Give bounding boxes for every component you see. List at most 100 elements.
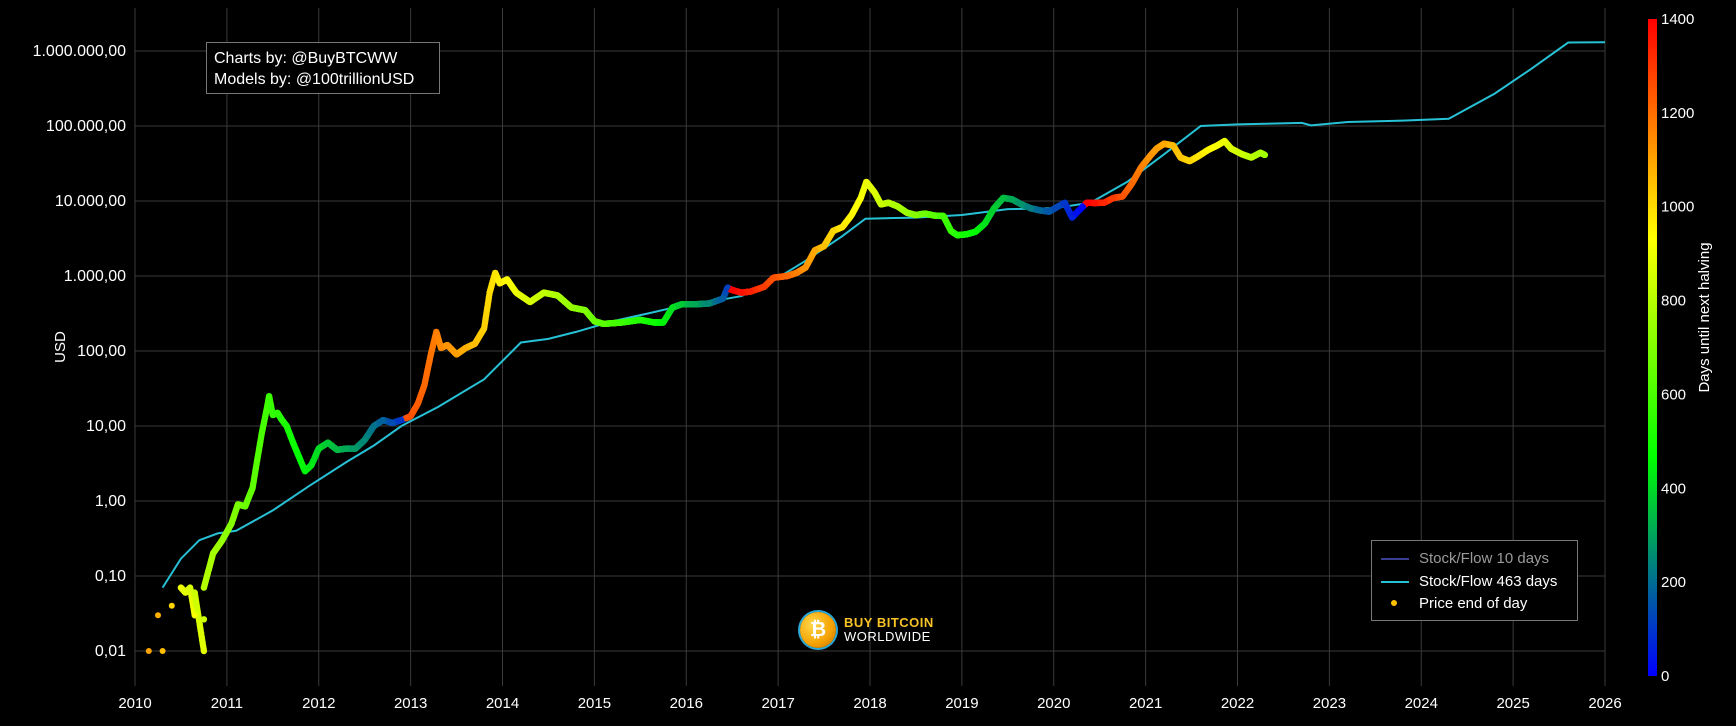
price-point	[343, 445, 350, 452]
legend-item-sf10[interactable]: Stock/Flow 10 days	[1379, 548, 1549, 568]
legend-item-sf463[interactable]: Stock/Flow 463 days	[1379, 571, 1557, 591]
price-point	[295, 452, 302, 459]
price-point	[504, 276, 511, 283]
price-point	[591, 318, 598, 325]
price-point	[1027, 205, 1034, 212]
price-point	[315, 445, 322, 452]
price-point	[380, 417, 387, 424]
price-point	[1000, 194, 1007, 201]
price-point	[1073, 209, 1080, 216]
x-tick-label: 2020	[1037, 695, 1070, 712]
price-point	[191, 612, 198, 619]
price-point	[940, 213, 947, 219]
colorbar-tick-label: 600	[1661, 386, 1686, 403]
price-point	[1128, 180, 1135, 187]
price-point	[182, 589, 189, 596]
price-point	[821, 243, 828, 250]
axis-layer: 2010 2011 2012 2013 2014 2015 2016 2017 2018 2019…	[33, 43, 1622, 712]
x-tick-label: 2013	[394, 695, 427, 712]
x-tick-label: 2014	[486, 695, 519, 712]
price-point	[200, 648, 207, 654]
price-point	[471, 340, 478, 347]
price-point	[421, 382, 428, 389]
price-point	[637, 316, 644, 323]
price-point	[1161, 140, 1167, 147]
price-point	[308, 462, 315, 469]
credits-charts-by: Charts by: @BuyBTCWW	[214, 50, 398, 67]
x-tick-label: 2018	[853, 695, 886, 712]
price-point	[554, 292, 561, 299]
x-tick-label: 2022	[1221, 695, 1254, 712]
x-tick-label: 2011	[211, 695, 243, 712]
price-point	[496, 280, 503, 287]
price-point	[1119, 193, 1126, 200]
price-point	[1083, 199, 1090, 206]
price-point	[302, 468, 308, 475]
price-point	[254, 457, 261, 464]
price-point	[1170, 142, 1177, 149]
price-point	[1080, 203, 1087, 210]
x-tick-label: 2017	[761, 695, 794, 712]
price-point	[290, 439, 296, 446]
price-point	[155, 612, 161, 619]
price-point	[159, 648, 166, 654]
colorbar-title: Days until next halving	[1696, 242, 1713, 392]
price-point	[274, 409, 281, 416]
price-point	[894, 203, 901, 210]
price-point	[200, 584, 207, 591]
price-point	[600, 320, 607, 327]
x-tick-label: 2025	[1496, 695, 1529, 712]
price-point	[912, 212, 919, 218]
price-point	[249, 484, 256, 491]
colorbar-layer: 0 200 400 600 800 1000 1200 1400 Days until next…	[1648, 11, 1713, 685]
y-tick-label: 1.000.000,00	[33, 43, 127, 60]
price-point	[427, 351, 434, 358]
price-point	[1138, 164, 1144, 171]
x-tick-label: 2026	[1588, 695, 1621, 712]
price-point	[1239, 151, 1246, 158]
price-point	[747, 288, 754, 295]
price-point	[269, 412, 276, 418]
price-point	[692, 301, 699, 308]
buy-bitcoin-worldwide-logo: ₿ BUY BITCOIN WORLDWIDE	[800, 610, 934, 650]
y-axis-title: USD	[52, 331, 69, 363]
price-point	[1195, 152, 1202, 159]
price-point	[1147, 152, 1154, 159]
price-point	[660, 319, 667, 326]
price-point	[848, 212, 855, 218]
colorbar-bar	[1648, 19, 1657, 676]
price-point	[669, 304, 676, 311]
legend-item-price[interactable]: Price end of day	[1379, 593, 1527, 613]
price-point	[145, 648, 152, 654]
price-point	[1110, 194, 1117, 201]
legend: Stock/Flow 10 days Stock/Flow 463 days P…	[1371, 540, 1578, 621]
price-point	[618, 319, 625, 326]
price-point	[191, 589, 198, 596]
price-point	[462, 344, 469, 351]
x-tick-label: 2012	[302, 695, 335, 712]
grid-layer	[134, 8, 1606, 686]
price-point	[981, 220, 988, 227]
price-point	[234, 501, 241, 508]
price-point	[433, 328, 440, 335]
price-point	[954, 232, 961, 239]
price-point	[389, 419, 396, 426]
colorbar-tick-label: 800	[1661, 293, 1686, 310]
colorbar-tick-label: 1000	[1661, 199, 1694, 216]
price-point	[720, 295, 726, 302]
logo-text-top: BUY BITCOIN	[844, 615, 934, 630]
x-tick-label: 2024	[1405, 695, 1438, 712]
price-point	[398, 417, 405, 424]
price-point	[187, 584, 194, 591]
colorbar-tick-label: 400	[1661, 480, 1686, 497]
price-point	[1069, 214, 1076, 221]
credits-box: Charts by: @BuyBTCWW Models by: @100tril…	[206, 42, 440, 94]
price-point	[266, 393, 273, 400]
price-point	[242, 503, 249, 510]
price-point	[258, 430, 265, 437]
legend-label-price: Price end of day	[1419, 594, 1528, 612]
price-point	[1177, 154, 1184, 161]
price-point	[334, 446, 341, 453]
legend-swatch-price	[1379, 593, 1411, 613]
price-point	[931, 212, 938, 219]
